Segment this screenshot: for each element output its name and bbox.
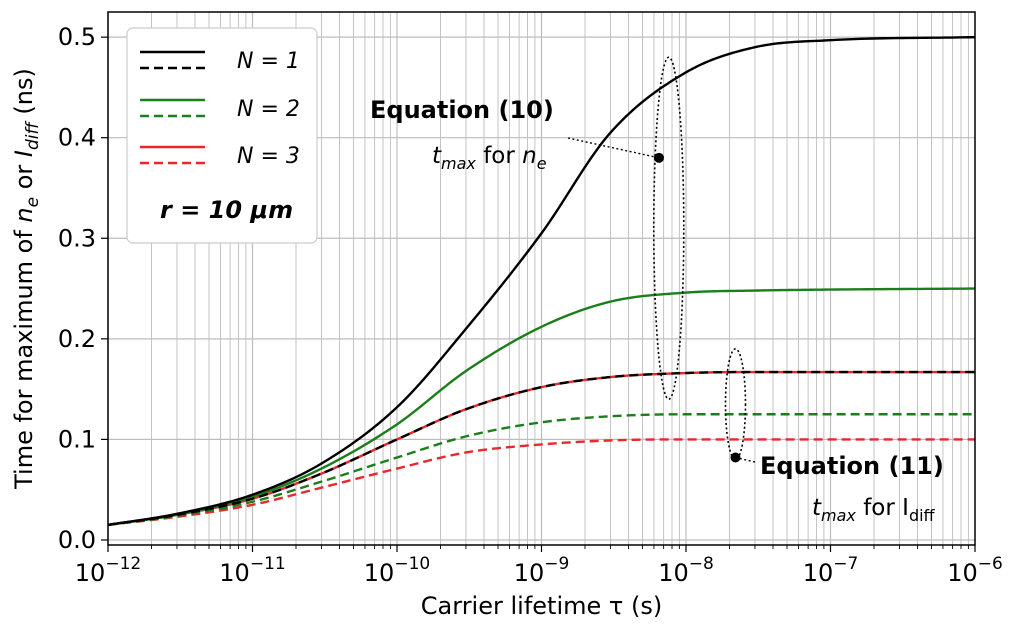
- x-tick-label: 10−6: [947, 554, 1003, 587]
- series-line-n3-dashed: [107, 438, 975, 527]
- series-line-n2-solid: [107, 287, 976, 527]
- x-tick-label: 10−8: [658, 554, 714, 587]
- legend-label: N = 1: [237, 49, 300, 74]
- y-axis-label-part: diff: [23, 120, 43, 150]
- y-axis-label-part: I: [10, 150, 38, 157]
- annotation-eq11: Equation (11) tmax for Idiff: [760, 452, 944, 525]
- x-tick-label: 10−12: [75, 554, 141, 587]
- legend: N = 1 N = 2 N = 3 r = 10 μm: [126, 27, 318, 244]
- annotation-marker-eq11: [730, 452, 741, 463]
- y-axis-label-part: e: [23, 197, 43, 207]
- legend-label: N = 3: [237, 144, 300, 169]
- x-tick-label: 10−7: [803, 554, 859, 587]
- annotation-leader-eq10: [567, 137, 660, 159]
- y-tick-label: 0.2: [58, 325, 96, 353]
- legend-box: [126, 27, 318, 244]
- annotation-leader-eq11: [735, 456, 756, 463]
- y-tick-label: 0.5: [58, 23, 96, 51]
- annotation-eq10: Equation (10) tmax for ne: [370, 96, 554, 173]
- annotation-eq11-title: Equation (11): [760, 452, 944, 480]
- annotation-marker-eq10: [653, 152, 664, 163]
- y-tick-label: 0.4: [58, 124, 96, 152]
- legend-label: N = 2: [237, 97, 300, 122]
- annotation-eq11-subtitle: tmax for Idiff: [812, 495, 936, 525]
- series-line-n1-dashed: [107, 370, 975, 527]
- y-tick-label: 0.0: [58, 526, 96, 554]
- series-line-n2-dashed: [107, 413, 975, 527]
- annotation-shapes: [567, 56, 756, 463]
- ticks: 10−12 10−11 10−10 10−9 10−8 10−7 10−6 0.0 0.1 0.2…: [58, 23, 1003, 587]
- y-axis-label: Time for maximum of ne or Idiff (ns): [10, 68, 43, 490]
- annotation-eq10-subtitle: tmax for ne: [432, 143, 547, 173]
- y-axis-label-part: or: [10, 157, 38, 197]
- y-axis-label-part: Time for maximum of: [10, 223, 38, 490]
- annotation-ellipse-eq10: [652, 56, 685, 400]
- y-tick-label: 0.1: [58, 425, 96, 453]
- y-axis-label-part: (ns): [10, 68, 38, 122]
- annotation-eq10-title: Equation (10): [370, 96, 554, 124]
- x-tick-label: 10−11: [219, 554, 285, 587]
- x-tick-label: 10−10: [364, 554, 430, 587]
- x-tick-label: 10−9: [514, 554, 570, 587]
- series-line-n1-solid: [107, 35, 976, 527]
- parameter-label: r = 10 μm: [160, 196, 293, 224]
- y-axis-label-part: n: [10, 207, 38, 222]
- annotation-ellipse-eq11: [724, 348, 747, 461]
- y-tick-label: 0.3: [58, 224, 96, 252]
- series-layer: [107, 35, 976, 527]
- x-axis-label: Carrier lifetime τ (s): [421, 592, 662, 620]
